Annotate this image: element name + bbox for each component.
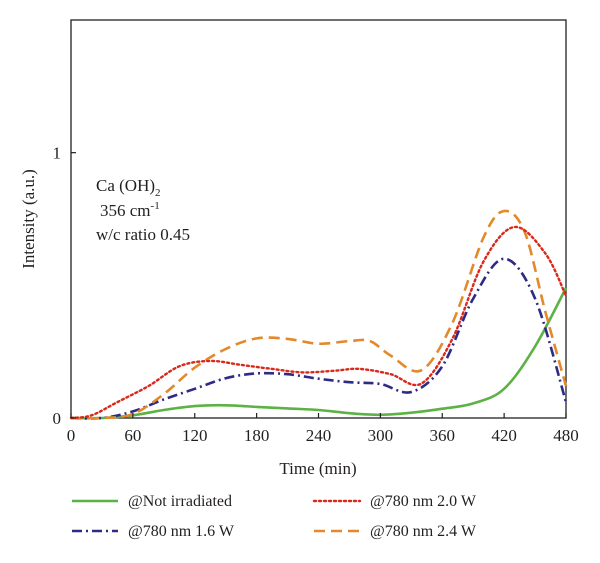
x-tick-label: 60 bbox=[124, 426, 141, 445]
annotation-wavenumber-superscript: -1 bbox=[151, 200, 160, 212]
series-line-3 bbox=[70, 209, 568, 420]
y-tick-label: 1 bbox=[53, 144, 62, 163]
x-tick-label: 180 bbox=[244, 426, 270, 445]
y-axis-title: Intensity (a.u.) bbox=[19, 169, 38, 269]
annotation-block: Ca (OH)2 356 cm-1 w/c ratio 0.45 bbox=[96, 176, 190, 244]
annotation-wavenumber: 356 cm-1 bbox=[100, 200, 160, 220]
annotation-compound-subscript: 2 bbox=[155, 187, 161, 199]
legend: @Not irradiated @780 nm 1.6 W @780 nm 2.0 … bbox=[72, 493, 477, 540]
legend-label-3: @780 nm 2.4 W bbox=[370, 523, 477, 540]
y-tick-label: 0 bbox=[53, 409, 62, 428]
x-axis-title: Time (min) bbox=[279, 459, 356, 478]
series-line-2 bbox=[69, 225, 568, 420]
x-tick-label: 300 bbox=[368, 426, 394, 445]
x-tick-label: 420 bbox=[491, 426, 517, 445]
legend-label-2: @780 nm 2.0 W bbox=[370, 493, 477, 510]
x-tick-label: 360 bbox=[430, 426, 456, 445]
x-tick-label: 0 bbox=[67, 426, 76, 445]
series-layer bbox=[69, 209, 568, 420]
plot-area: 0 60 120 180 240 300 360 420 480 0 1 bbox=[53, 19, 579, 445]
series-line-1 bbox=[70, 257, 568, 420]
x-tick-label: 480 bbox=[553, 426, 579, 445]
annotation-compound: Ca (OH)2 bbox=[96, 176, 161, 199]
x-tick-label: 120 bbox=[182, 426, 208, 445]
x-tick-label: 240 bbox=[306, 426, 332, 445]
tick-layer: 0 60 120 180 240 300 360 420 480 0 1 bbox=[53, 144, 579, 445]
annotation-ratio: w/c ratio 0.45 bbox=[96, 225, 190, 244]
series-line-0 bbox=[70, 287, 568, 420]
legend-label-0: @Not irradiated bbox=[128, 493, 232, 510]
legend-label-1: @780 nm 1.6 W bbox=[128, 523, 235, 540]
